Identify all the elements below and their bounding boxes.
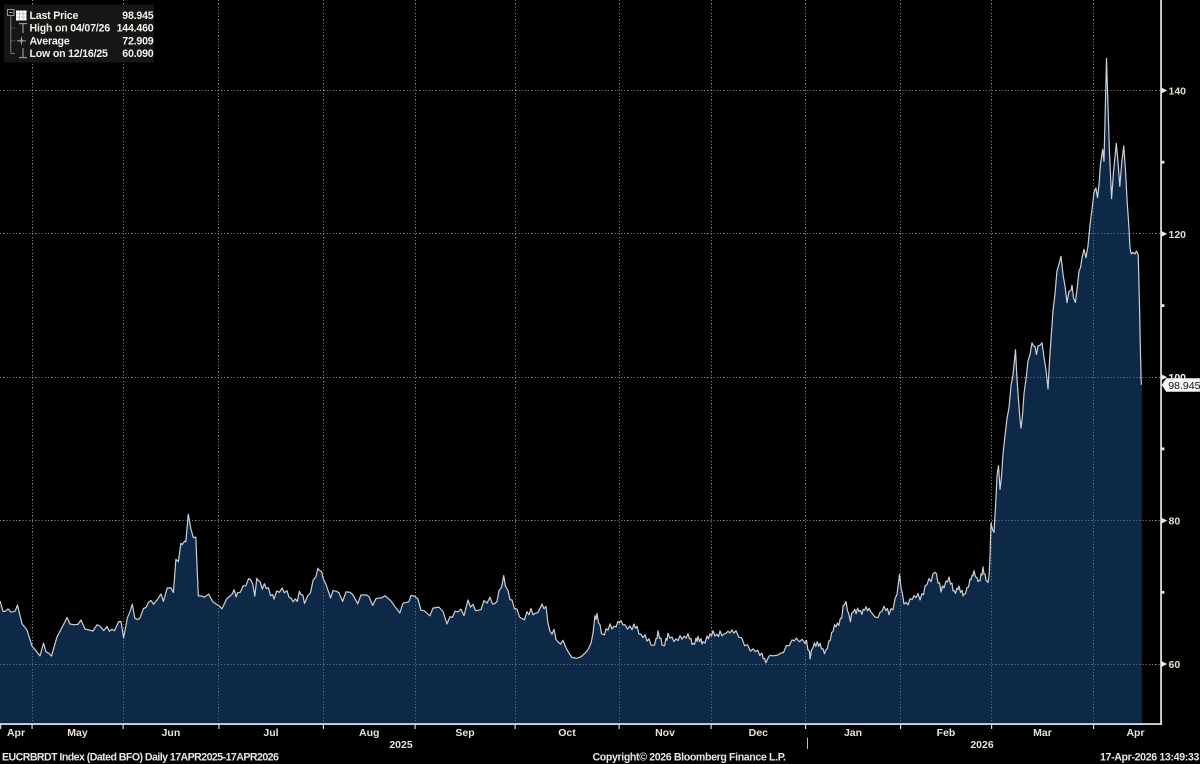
svg-text:May: May (67, 727, 88, 739)
svg-text:140: 140 (1169, 85, 1187, 97)
svg-text:Jul: Jul (263, 727, 278, 739)
svg-text:Feb: Feb (937, 727, 956, 739)
svg-text:98.945: 98.945 (1168, 380, 1200, 392)
svg-text:120: 120 (1169, 229, 1187, 241)
svg-text:Mar: Mar (1033, 727, 1052, 739)
svg-text:EUCRBRDT Index (Dated BFO) Dai: EUCRBRDT Index (Dated BFO) Daily 17APR20… (2, 752, 279, 764)
svg-text:Aug: Aug (359, 727, 379, 739)
svg-text:Nov: Nov (655, 727, 675, 739)
svg-text:98.945: 98.945 (122, 10, 154, 22)
svg-text:High on 04/07/26: High on 04/07/26 (30, 23, 111, 35)
svg-text:60: 60 (1169, 659, 1181, 671)
svg-text:2026: 2026 (970, 739, 994, 751)
svg-text:Last Price: Last Price (30, 10, 79, 22)
svg-text:Sep: Sep (455, 727, 474, 739)
svg-text:Oct: Oct (558, 727, 576, 739)
svg-text:144.460: 144.460 (117, 23, 154, 35)
svg-text:Average: Average (30, 35, 70, 47)
svg-text:72.909: 72.909 (122, 35, 154, 47)
svg-text:2025: 2025 (389, 739, 413, 751)
svg-text:80: 80 (1169, 516, 1181, 528)
svg-text:Low on 12/16/25: Low on 12/16/25 (30, 48, 109, 60)
svg-text:Jan: Jan (844, 727, 862, 739)
svg-text:Jun: Jun (162, 727, 181, 739)
svg-text:Apr: Apr (1126, 727, 1144, 739)
svg-text:Copyright© 2026 Bloomberg Fina: Copyright© 2026 Bloomberg Finance L.P. (593, 752, 787, 764)
svg-text:Apr: Apr (7, 727, 25, 739)
svg-text:Dec: Dec (749, 727, 768, 739)
svg-text:17-Apr-2026 13:49:33: 17-Apr-2026 13:49:33 (1100, 752, 1199, 764)
svg-text:60.090: 60.090 (122, 48, 154, 60)
